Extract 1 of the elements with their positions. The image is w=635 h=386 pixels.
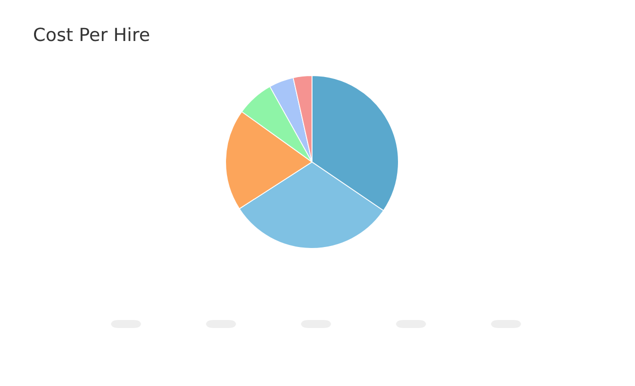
chart-title: Cost Per Hire — [34, 27, 150, 42]
